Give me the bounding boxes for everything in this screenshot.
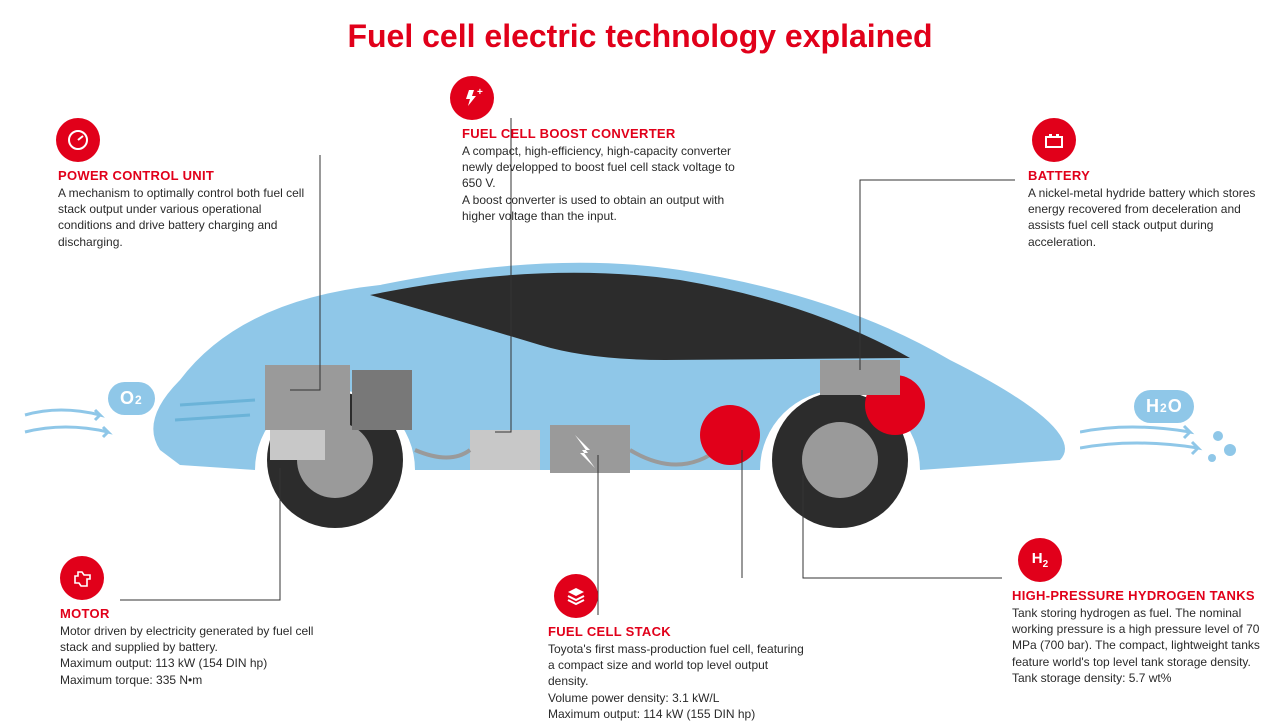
callout-heading: BATTERY xyxy=(1028,168,1258,183)
motor-component xyxy=(270,430,325,460)
callout-body: Tank storing hydrogen as fuel. The nomin… xyxy=(1012,605,1262,686)
callout-tanks: H2 HIGH-PRESSURE HYDROGEN TANKS Tank sto… xyxy=(1012,538,1262,686)
car-illustration xyxy=(120,230,1120,530)
stack-icon xyxy=(554,574,598,618)
callout-body: A nickel-metal hydride battery which sto… xyxy=(1028,185,1258,250)
callout-heading: FUEL CELL STACK xyxy=(548,624,808,639)
stack-component xyxy=(550,425,630,473)
bolt-plus-icon: + xyxy=(450,76,494,120)
callout-body: A mechanism to optimally control both fu… xyxy=(58,185,318,250)
callout-body: A compact, high-efficiency, high-capacit… xyxy=(462,143,742,224)
svg-text:+: + xyxy=(477,87,483,98)
callout-stack: FUEL CELL STACK Toyota's first mass-prod… xyxy=(548,574,808,722)
engine-icon xyxy=(60,556,104,600)
callout-body: Toyota's first mass-production fuel cell… xyxy=(548,641,808,722)
callout-heading: FUEL CELL BOOST CONVERTER xyxy=(462,126,742,141)
battery-icon xyxy=(1032,118,1076,162)
callout-heading: MOTOR xyxy=(60,606,320,621)
callout-heading: POWER CONTROL UNIT xyxy=(58,168,318,183)
gauge-icon xyxy=(56,118,100,162)
h2-tank-1 xyxy=(700,405,760,465)
callout-heading: HIGH-PRESSURE HYDROGEN TANKS xyxy=(1012,588,1262,603)
diagram-title: Fuel cell electric technology explained xyxy=(0,18,1280,55)
h2-icon: H2 xyxy=(1018,538,1062,582)
battery-component xyxy=(820,360,900,395)
callout-boost: + FUEL CELL BOOST CONVERTER A compact, h… xyxy=(462,76,742,224)
callout-pcu: POWER CONTROL UNIT A mechanism to optima… xyxy=(58,118,318,250)
callout-battery: BATTERY A nickel-metal hydride battery w… xyxy=(1028,118,1258,250)
intake-flow-icon xyxy=(20,400,140,450)
callout-motor: MOTOR Motor driven by electricity genera… xyxy=(60,556,320,688)
pcu-component xyxy=(265,365,350,430)
callout-body: Motor driven by electricity generated by… xyxy=(60,623,320,688)
boost-component xyxy=(470,430,540,470)
exhaust-flow-icon xyxy=(1080,418,1260,478)
